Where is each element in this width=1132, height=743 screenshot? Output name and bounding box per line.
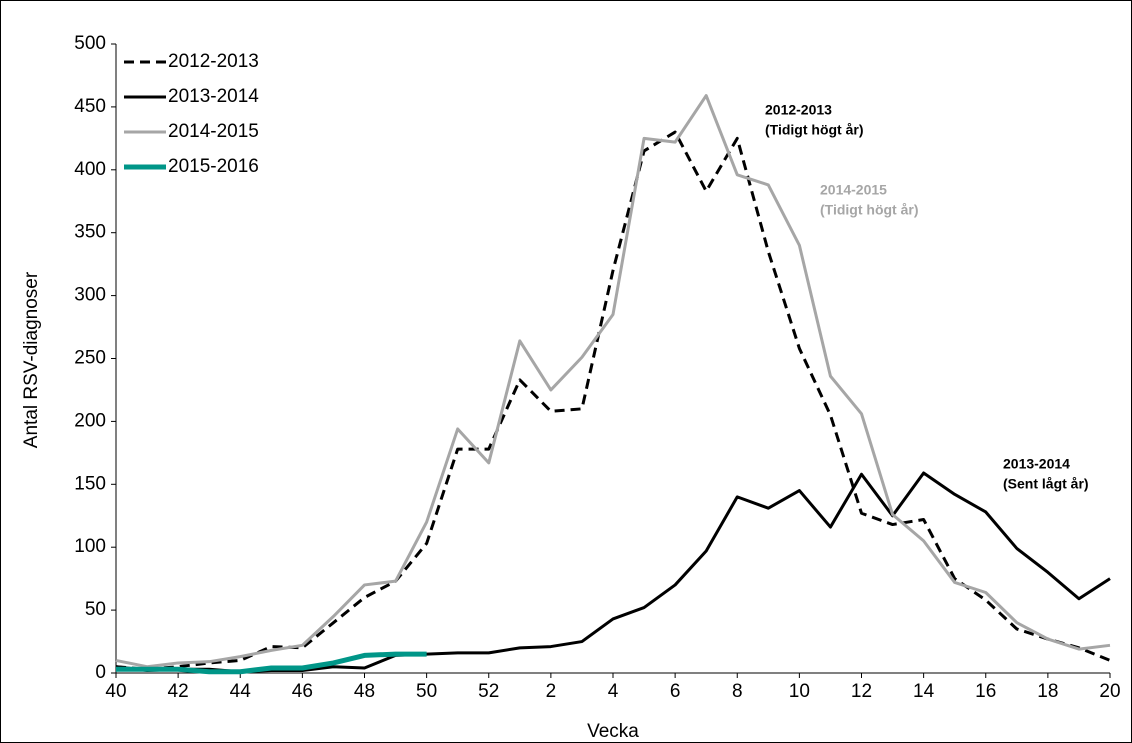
y-tick-label: 0 bbox=[95, 662, 106, 683]
legend-label: 2015-2016 bbox=[168, 156, 259, 177]
y-tick-label: 350 bbox=[74, 222, 106, 243]
x-tick-label: 52 bbox=[478, 681, 499, 702]
x-tick-label: 50 bbox=[416, 681, 437, 702]
annotation: 2013-2014 bbox=[1003, 456, 1070, 472]
x-tick-label: 2 bbox=[546, 681, 557, 702]
x-tick-label: 6 bbox=[670, 681, 681, 702]
x-tick-label: 10 bbox=[789, 681, 810, 702]
annotation: 2014-2015 bbox=[820, 182, 887, 198]
annotation: (Tidigt högt år) bbox=[820, 202, 919, 218]
y-tick-label: 250 bbox=[74, 348, 106, 369]
series-line bbox=[115, 94, 1111, 669]
y-tick-label: 150 bbox=[74, 473, 106, 494]
x-tick-label: 8 bbox=[732, 681, 743, 702]
x-tick-label: 40 bbox=[105, 681, 126, 702]
x-tick-label: 42 bbox=[168, 681, 189, 702]
y-tick-label: 300 bbox=[74, 285, 106, 306]
annotation: 2012-2013 bbox=[765, 102, 832, 118]
annotation: (Tidigt högt år) bbox=[765, 122, 864, 138]
y-tick-label: 50 bbox=[85, 599, 106, 620]
y-tick-label: 100 bbox=[74, 536, 106, 557]
y-axis-title: Antal RSV-diagnoser bbox=[21, 271, 42, 448]
x-tick-label: 18 bbox=[1037, 681, 1058, 702]
legend-label: 2012-2013 bbox=[168, 51, 259, 72]
x-tick-label: 46 bbox=[292, 681, 313, 702]
x-axis-title: Vecka bbox=[587, 721, 639, 742]
y-tick-label: 400 bbox=[74, 159, 106, 180]
series-line bbox=[115, 130, 1111, 671]
legend-label: 2014-2015 bbox=[168, 121, 259, 142]
x-tick-label: 16 bbox=[975, 681, 996, 702]
y-tick-label: 200 bbox=[74, 410, 106, 431]
legend-label: 2013-2014 bbox=[168, 86, 259, 107]
x-tick-label: 44 bbox=[230, 681, 252, 702]
x-tick-label: 14 bbox=[913, 681, 935, 702]
x-tick-label: 48 bbox=[354, 681, 375, 702]
series-line bbox=[116, 651, 427, 675]
x-tick-label: 12 bbox=[851, 681, 872, 702]
y-tick-label: 450 bbox=[74, 96, 106, 117]
x-tick-label: 4 bbox=[608, 681, 619, 702]
annotation: (Sent lågt år) bbox=[1003, 476, 1089, 492]
y-tick-label: 500 bbox=[74, 33, 106, 54]
x-tick-label: 20 bbox=[1099, 681, 1120, 702]
series-line bbox=[115, 471, 1111, 674]
